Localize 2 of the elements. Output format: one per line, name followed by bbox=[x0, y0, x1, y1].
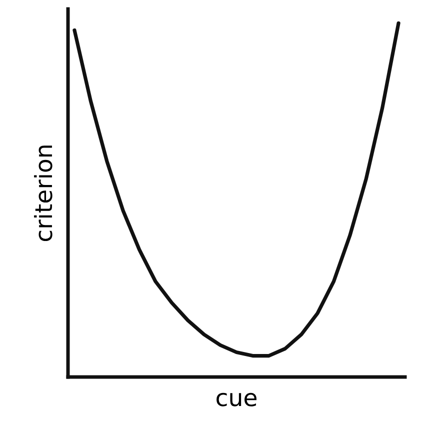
y-axis-title: criterion bbox=[34, 146, 52, 242]
x-axis-title: cue bbox=[216, 392, 256, 406]
